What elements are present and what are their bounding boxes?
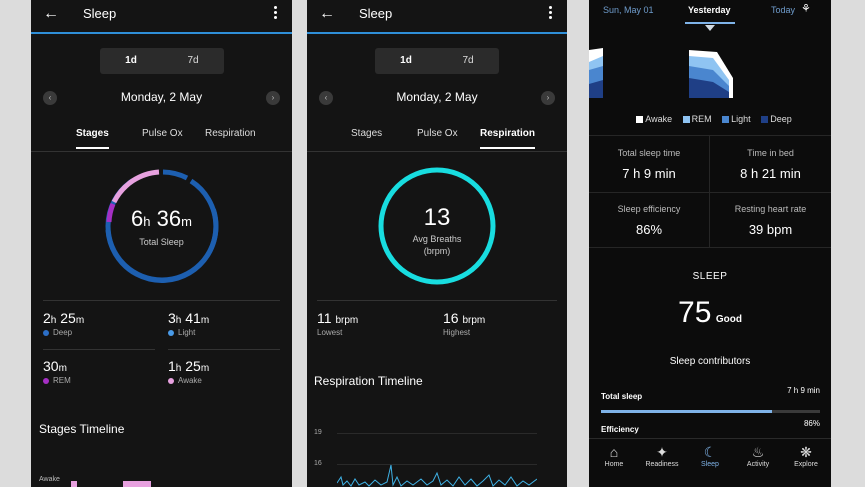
legend-awake-swatch (636, 116, 644, 124)
awake-legend-dot (168, 377, 174, 384)
timeline-awake-bar (123, 481, 151, 487)
date-selector: Sun, May 01 Yesterday Today ⚘ (589, 0, 831, 26)
date-today[interactable]: Today (771, 5, 796, 15)
total-sleep-ring: 6h 36m Total Sleep (102, 166, 222, 286)
legend-deep-swatch (761, 116, 769, 124)
rem-sleep-stat: 30m REM (43, 358, 71, 385)
garmin-sleep-stages-screen: ← Sleep 1d 7d ‹ Monday, 2 May › Stages P… (31, 0, 292, 487)
more-options-icon[interactable] (274, 6, 278, 20)
date-label: Monday, 2 May (396, 90, 478, 104)
contributor-track (601, 410, 820, 413)
light-legend-dot (168, 329, 174, 336)
avg-breaths-ring-graphic (378, 167, 496, 285)
avg-breaths-label: Avg Breaths (412, 234, 462, 244)
deep-legend-dot (43, 329, 49, 336)
tab-stages[interactable]: Stages (351, 128, 383, 139)
sleep-score-title: SLEEP (692, 271, 728, 282)
oura-sleep-screen: Sun, May 01 Yesterday Today ⚘ Awake REM … (589, 0, 831, 487)
next-day-icon[interactable]: › (541, 91, 555, 105)
highest-respiration-stat: 16 brpm Highest (443, 310, 486, 337)
hypnogram-chart (589, 48, 733, 98)
nav-activity[interactable]: ♨ Activity (736, 443, 780, 468)
nav-explore[interactable]: ❋ Explore (784, 443, 828, 468)
range-7d-button[interactable]: 7d (187, 55, 199, 66)
selected-date-pointer-icon (705, 25, 715, 31)
y-tick-16: 16 (314, 460, 322, 467)
timeline-awake-axis-label: Awake (39, 476, 60, 483)
tab-stages[interactable]: Stages (76, 128, 109, 149)
previous-day-icon[interactable]: ‹ (319, 91, 333, 105)
back-arrow-icon[interactable]: ← (43, 5, 59, 22)
nav-readiness[interactable]: ✦ Readiness (640, 443, 684, 468)
y-tick-19: 19 (314, 429, 322, 436)
avg-breaths-value: 13 (423, 204, 451, 231)
total-sleep-value: 6h 36m (131, 206, 192, 231)
sleep-score: 75 Good (589, 296, 831, 330)
tab-respiration[interactable]: Respiration (480, 128, 536, 149)
lowest-respiration-stat: 11 brpm Lowest (317, 310, 359, 337)
respiration-timeline-chart (337, 464, 537, 487)
moon-icon: ☾ (703, 444, 717, 460)
nav-home[interactable]: ⌂ Home (592, 443, 636, 468)
light-sleep-stat: 3h 41m Light (168, 310, 210, 337)
rem-legend-dot (43, 377, 49, 384)
back-arrow-icon[interactable]: ← (319, 5, 335, 22)
app-bar: ← Sleep (307, 0, 567, 34)
sleep-score-value: 75 (678, 296, 712, 329)
app-bar: ← Sleep (31, 0, 292, 34)
range-1d-button[interactable]: 1d (125, 55, 137, 66)
metric-tabs: Stages Pulse Ox Respiration (31, 122, 292, 152)
hypnogram-legend: Awake REM Light Deep (589, 114, 831, 124)
garmin-sleep-respiration-screen: ← Sleep 1d 7d ‹ Monday, 2 May › Stages P… (307, 0, 567, 487)
awake-stat: 1h 25m Awake (168, 358, 210, 385)
contributor-total-sleep[interactable]: Total sleep 7 h 9 min (601, 386, 820, 413)
metric-total-sleep-time: Total sleep time 7 h 9 min (589, 136, 710, 192)
legend-light-swatch (722, 116, 730, 124)
date-sun-may-01[interactable]: Sun, May 01 (603, 5, 654, 15)
next-day-icon[interactable]: › (266, 91, 280, 105)
previous-day-icon[interactable]: ‹ (43, 91, 57, 105)
metric-tabs: Stages Pulse Ox Respiration (307, 122, 567, 152)
hypnogram-right-block (689, 50, 733, 98)
range-toggle: 1d 7d (375, 48, 499, 74)
nav-sleep[interactable]: ☾ Sleep (688, 443, 732, 468)
contributor-fill (601, 410, 772, 413)
selected-date-underline (685, 22, 735, 24)
flame-icon: ♨ (751, 444, 765, 460)
tab-respiration[interactable]: Respiration (205, 128, 256, 139)
total-sleep-label: Total Sleep (139, 237, 184, 247)
more-options-icon[interactable] (549, 6, 553, 20)
metric-sleep-efficiency: Sleep efficiency 86% (589, 193, 710, 247)
screen-title: Sleep (83, 6, 117, 21)
date-yesterday[interactable]: Yesterday (688, 5, 731, 15)
sleep-contributors-title: Sleep contributors (669, 356, 751, 367)
screen-title: Sleep (359, 6, 393, 21)
tab-pulse-ox[interactable]: Pulse Ox (417, 128, 458, 139)
timeline-awake-bar (71, 481, 77, 487)
range-1d-button[interactable]: 1d (400, 55, 412, 66)
readiness-icon: ✦ (656, 444, 668, 460)
explore-icon: ❋ (800, 444, 812, 460)
share-icon[interactable]: ⚘ (801, 3, 811, 15)
deep-sleep-stat: 2h 25m Deep (43, 310, 85, 337)
sleep-score-label: Good (715, 314, 742, 325)
avg-breaths-unit: (brpm) (423, 246, 451, 256)
metric-time-in-bed: Time in bed 8 h 21 min (740, 148, 801, 181)
metric-resting-heart-rate: Resting heart rate 39 bpm (734, 204, 807, 237)
contributor-efficiency[interactable]: Efficiency 86% (601, 419, 820, 434)
home-icon: ⌂ (609, 444, 619, 460)
stages-timeline-title: Stages Timeline (39, 422, 125, 436)
range-toggle: 1d 7d (100, 48, 224, 74)
sleep-stages-ring-chart (105, 169, 218, 283)
tab-pulse-ox[interactable]: Pulse Ox (142, 128, 183, 139)
range-7d-button[interactable]: 7d (462, 55, 474, 66)
date-label: Monday, 2 May (120, 90, 203, 104)
legend-rem-swatch (682, 116, 690, 124)
avg-breaths-ring: 13 Avg Breaths (brpm) (377, 166, 497, 286)
hypnogram-left-block (589, 48, 603, 98)
bottom-navigation: ⌂ Home ✦ Readiness ☾ Sleep ♨ Activity ❋ … (589, 438, 831, 487)
respiration-timeline-title: Respiration Timeline (314, 374, 423, 388)
